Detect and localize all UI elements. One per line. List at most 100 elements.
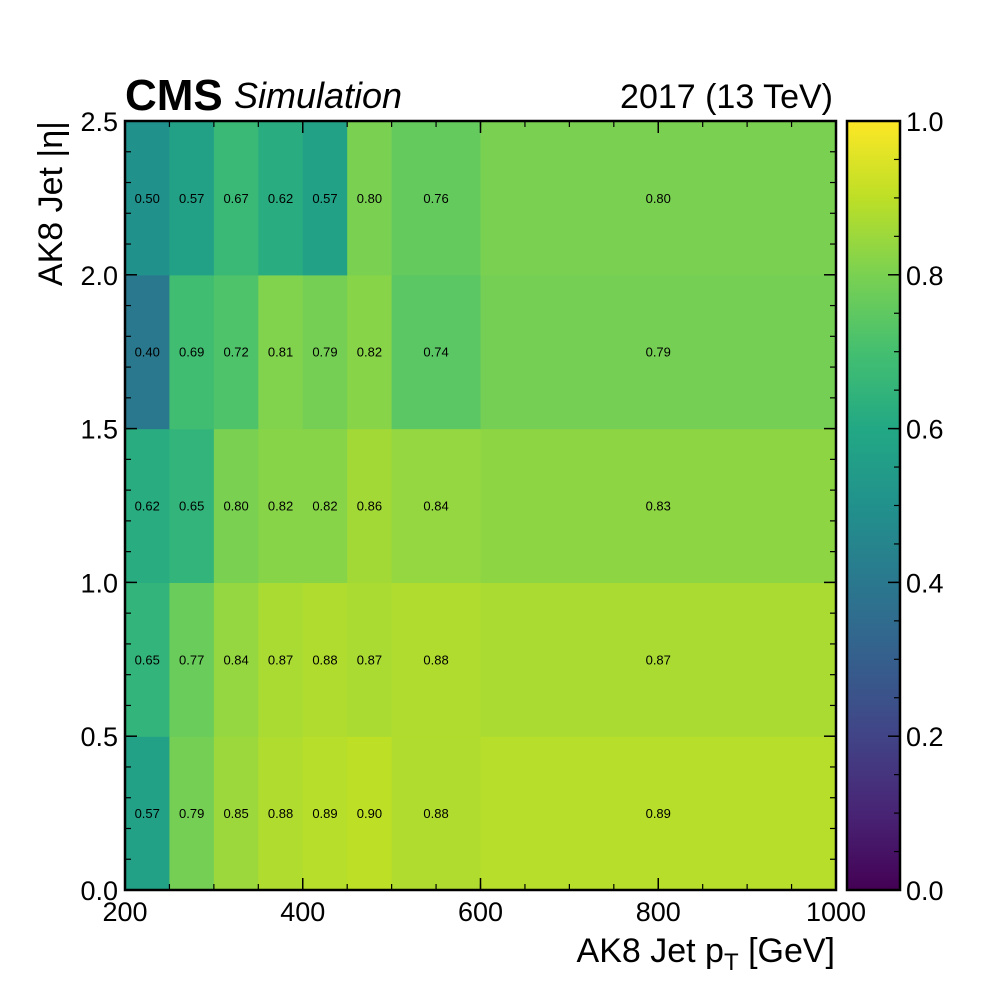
heatmap-cell — [169, 736, 215, 891]
heatmap-cell — [302, 428, 348, 583]
cell-label: 0.79 — [312, 345, 337, 360]
heatmap-cell — [169, 428, 215, 583]
cell-label: 0.88 — [312, 652, 337, 667]
heatmap-cell — [258, 274, 304, 430]
heatmap-cell — [169, 274, 215, 430]
heatmap-cell — [480, 582, 837, 737]
cell-label: 0.79 — [179, 806, 204, 821]
heatmap-cell — [125, 736, 171, 891]
heatmap-cell — [391, 274, 482, 430]
heatmap-cell — [391, 582, 482, 737]
cell-label: 0.90 — [357, 806, 382, 821]
lumi-label: 2017 (13 TeV) — [620, 78, 833, 116]
heatmap-cell — [347, 736, 393, 891]
heatmap-cell — [347, 121, 393, 276]
cell-label: 0.80 — [357, 191, 382, 206]
experiment-label: CMS — [125, 71, 223, 120]
heatmap-cell — [347, 428, 393, 583]
x-tick-label: 1000 — [806, 897, 866, 927]
heatmap-cell — [302, 274, 348, 430]
cell-label: 0.40 — [135, 345, 160, 360]
y-axis-label: AK8 Jet |η| — [32, 121, 70, 286]
heatmap-cell — [125, 428, 171, 583]
x-tick-label: 600 — [458, 897, 503, 927]
cell-label: 0.72 — [223, 345, 248, 360]
heatmap-cell — [125, 582, 171, 737]
heatmap-cell — [391, 428, 482, 583]
heatmap-cell — [480, 736, 837, 891]
heatmap-cell — [258, 428, 304, 583]
cell-label: 0.65 — [135, 652, 160, 667]
cell-label: 0.57 — [179, 191, 204, 206]
cell-label: 0.74 — [423, 345, 448, 360]
cell-label: 0.67 — [223, 191, 248, 206]
heatmap-cell-labels: 0.57 0.79 0.85 0.88 0.89 0.90 0.88 0.89 0.65 0.77… — [135, 191, 671, 821]
cell-label: 0.83 — [646, 499, 671, 514]
heatmap-cell — [347, 582, 393, 737]
heatmap-cell — [302, 582, 348, 737]
heatmap-cell — [125, 274, 171, 430]
cell-label: 0.82 — [268, 499, 293, 514]
cell-label: 0.69 — [179, 345, 204, 360]
cell-label: 0.80 — [646, 191, 671, 206]
colorbar-tick-label: 0.6 — [906, 415, 944, 445]
cell-label: 0.80 — [223, 499, 248, 514]
heatmap-cell — [213, 582, 259, 737]
heatmap-cell — [480, 274, 837, 430]
heatmap-cell — [169, 582, 215, 737]
colorbar-tick-label: 0.8 — [906, 261, 944, 291]
cell-label: 0.88 — [268, 806, 293, 821]
heatmap-cell — [213, 274, 259, 430]
heatmap-cell — [258, 736, 304, 891]
x-axis-ticks: 200 400 600 800 1000 — [102, 121, 866, 927]
cell-label: 0.65 — [179, 499, 204, 514]
y-tick-label: 0.5 — [80, 722, 118, 752]
heatmap-cell — [347, 274, 393, 430]
cell-label: 0.62 — [268, 191, 293, 206]
cell-label: 0.88 — [423, 652, 448, 667]
cell-label: 0.86 — [357, 499, 382, 514]
x-tick-label: 800 — [636, 897, 681, 927]
cell-label: 0.85 — [223, 806, 248, 821]
heatmap-cell — [258, 582, 304, 737]
colorbar-tick-label: 0.4 — [906, 568, 944, 598]
heatmap-cell — [391, 736, 482, 891]
y-tick-label: 2.0 — [80, 261, 118, 291]
cell-label: 0.87 — [268, 652, 293, 667]
heatmap-cell — [213, 736, 259, 891]
y-tick-label: 2.5 — [80, 107, 118, 137]
cell-label: 0.57 — [312, 191, 337, 206]
cell-label: 0.89 — [312, 806, 337, 821]
colorbar-tick-label: 0.0 — [906, 876, 944, 906]
cell-label: 0.82 — [357, 345, 382, 360]
heatmap-cell — [213, 121, 259, 276]
cell-label: 0.89 — [646, 806, 671, 821]
colorbar-tick-label: 1.0 — [906, 107, 944, 137]
colorbar-tick-label: 0.2 — [906, 722, 944, 752]
heatmap-cell — [302, 736, 348, 891]
cell-label: 0.84 — [423, 499, 448, 514]
heatmap-cell — [480, 121, 837, 276]
heatmap-cell — [480, 428, 837, 583]
cell-label: 0.84 — [223, 652, 248, 667]
cell-label: 0.57 — [135, 806, 160, 821]
cell-label: 0.62 — [135, 499, 160, 514]
heatmap-cell — [125, 121, 171, 276]
heatmap-cell — [391, 121, 482, 276]
heatmap-cell — [169, 121, 215, 276]
cell-label: 0.87 — [646, 652, 671, 667]
x-tick-label: 400 — [280, 897, 325, 927]
heatmap-cells — [125, 121, 837, 891]
heatmap-cell — [258, 121, 304, 276]
y-axis-ticks: 0.0 0.5 1.0 1.5 2.0 2.5 — [80, 107, 836, 906]
cell-label: 0.77 — [179, 652, 204, 667]
cell-label: 0.88 — [423, 806, 448, 821]
simulation-label: Simulation — [234, 75, 402, 116]
x-axis-label: AK8 Jet pT [GeV] — [577, 932, 835, 976]
y-tick-label: 0.0 — [80, 876, 118, 906]
cell-label: 0.87 — [357, 652, 382, 667]
cell-label: 0.82 — [312, 499, 337, 514]
y-tick-label: 1.0 — [80, 568, 118, 598]
colorbar — [845, 119, 902, 892]
